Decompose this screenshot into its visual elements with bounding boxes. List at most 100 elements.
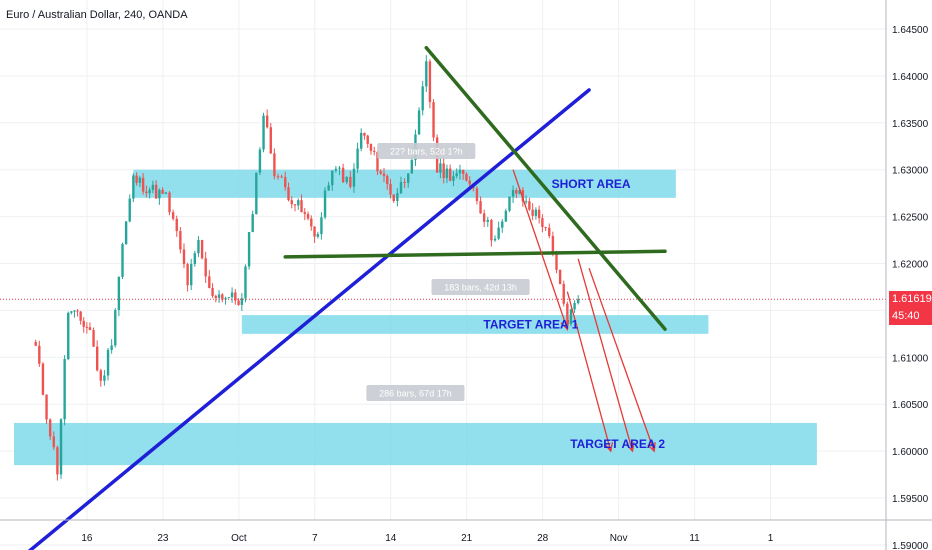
x-tick-label: 7 <box>312 533 318 544</box>
candle-body <box>428 61 432 103</box>
candle-body <box>323 190 327 218</box>
candles <box>34 55 580 481</box>
target-arrow-head <box>625 442 635 453</box>
candle-body <box>297 200 300 206</box>
candle-body <box>124 221 128 245</box>
candle-body <box>247 232 251 267</box>
y-tick-label: 1.63500 <box>892 119 929 130</box>
chart-title: Euro / Australian Dollar, 240, OANDA <box>6 9 188 21</box>
candle-body <box>56 447 59 475</box>
candle-body <box>468 180 471 185</box>
candle-body <box>103 375 106 381</box>
candle-body <box>276 176 280 178</box>
candle-body <box>537 209 541 219</box>
candle-body <box>237 300 240 305</box>
target-arrow[interactable] <box>512 169 568 330</box>
candle-body <box>135 175 138 183</box>
candle-body <box>34 341 37 346</box>
candle-body <box>452 176 455 181</box>
candle-body <box>110 345 113 350</box>
y-tick-label: 1.61000 <box>892 353 929 364</box>
candle-body <box>534 209 538 216</box>
x-tick-label: 28 <box>537 533 549 544</box>
candle-body <box>341 167 345 183</box>
candle-body <box>161 189 164 194</box>
candle-body <box>158 189 161 199</box>
candle-body <box>186 264 189 286</box>
candle-body <box>515 190 518 194</box>
candle-body <box>303 212 306 214</box>
candle-body <box>392 194 395 202</box>
candle-body <box>349 176 352 187</box>
candle-body <box>300 200 303 213</box>
candle-body <box>573 303 576 310</box>
candle-body <box>566 303 569 325</box>
candle-body <box>197 239 200 254</box>
candle-body <box>85 326 89 328</box>
candle-body <box>179 231 182 250</box>
candle-body <box>316 234 319 237</box>
candle-body <box>562 283 565 304</box>
candle-body <box>73 310 76 312</box>
candle-body <box>544 226 547 228</box>
candle-body <box>214 295 218 298</box>
candle-body <box>168 192 171 213</box>
range-label-box <box>431 278 530 295</box>
candle-body <box>41 363 45 395</box>
target-arrow[interactable] <box>588 267 655 452</box>
last-price-tag: 1.61619 <box>889 291 932 309</box>
blue-rising-trendline[interactable] <box>14 88 591 550</box>
candle-body <box>175 218 178 232</box>
x-tick-label: 14 <box>385 533 397 544</box>
candle-body <box>79 311 82 321</box>
candle-body <box>373 150 376 152</box>
candle-body <box>313 226 316 237</box>
target-arrow-head <box>560 320 570 331</box>
candle-body <box>410 160 414 174</box>
candle-body <box>421 86 424 111</box>
candle-body <box>555 252 558 270</box>
candle-body <box>45 394 48 420</box>
candle-body <box>88 327 92 330</box>
candle-body <box>114 310 117 346</box>
candle-body <box>204 258 207 277</box>
candle-body <box>504 210 508 222</box>
candle-body <box>482 213 486 222</box>
candle-body <box>284 177 287 188</box>
candle-body <box>508 196 511 211</box>
x-tick-label: 21 <box>461 533 473 544</box>
candle-body <box>138 177 142 183</box>
candle-body <box>287 187 290 201</box>
candle-body <box>193 253 197 264</box>
green-descending-line[interactable] <box>424 46 667 331</box>
y-tick-label: 1.62500 <box>892 213 929 224</box>
candle-body <box>117 276 121 311</box>
candle-body <box>345 176 348 183</box>
candle-body <box>360 132 363 149</box>
target-arrow[interactable] <box>566 291 612 452</box>
candle-body <box>141 177 145 192</box>
candle-body <box>200 239 204 259</box>
candle-body <box>338 167 341 169</box>
candle-body <box>521 189 525 202</box>
candle-body <box>273 153 276 177</box>
candle-body <box>63 359 66 420</box>
candle-body <box>577 299 580 304</box>
candle-body <box>524 201 528 203</box>
candle-body <box>92 329 95 347</box>
candle-body <box>320 217 323 235</box>
candle-body <box>379 171 382 174</box>
candle-body <box>518 189 521 194</box>
candle-body <box>448 168 452 181</box>
candle-body <box>171 212 175 219</box>
y-tick-label: 1.63000 <box>892 166 929 177</box>
candle-body <box>396 193 399 202</box>
green-horizontal-line[interactable] <box>283 249 667 259</box>
candle-body <box>551 235 555 253</box>
candle-body <box>455 173 458 177</box>
candle-body <box>479 201 482 214</box>
target-arrow[interactable] <box>577 258 634 452</box>
candle-body <box>486 219 489 222</box>
candle-body <box>327 185 330 191</box>
